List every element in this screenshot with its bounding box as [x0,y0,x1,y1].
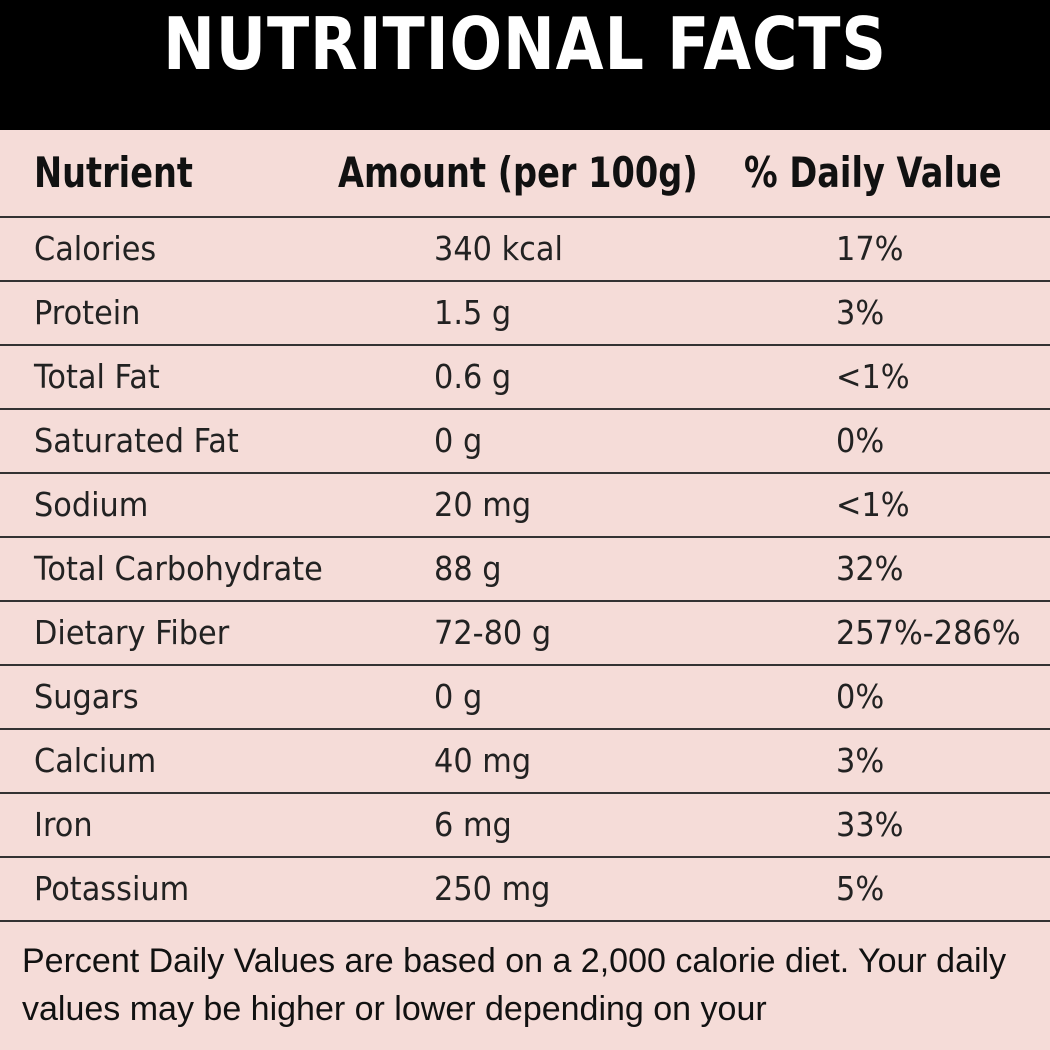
nutrient-amount: 1.5 g [434,293,512,332]
column-header-amount: Amount (per 100g) [338,148,698,197]
nutrient-amount: 6 mg [434,805,512,844]
nutrition-table: Nutrient Amount (per 100g) % Daily Value… [0,130,1050,925]
footnote: Percent Daily Values are based on a 2,00… [22,942,1007,1028]
nutrient-amount: 20 mg [434,485,532,524]
title-bar: NUTRITIONAL FACTS [0,0,1050,130]
nutrient-daily-value: 5% [836,869,885,908]
nutrient-name: Sodium [34,485,149,524]
nutrient-name: Calories [34,229,157,268]
nutrient-daily-value: 0% [836,677,885,716]
table-row: Calories 340 kcal 17% [0,218,1050,282]
nutrient-daily-value: 0% [836,421,885,460]
table-row: Total Fat 0.6 g <1% [0,346,1050,410]
nutrient-daily-value: 3% [836,293,885,332]
table-row: Calcium 40 mg 3% [0,730,1050,794]
nutrient-amount: 0 g [434,677,483,716]
nutrient-name: Total Fat [34,357,160,396]
table-row: Total Carbohydrate 88 g 32% [0,538,1050,602]
nutrient-amount: 88 g [434,549,502,588]
column-header-daily-value: % Daily Value [744,148,1002,197]
nutrient-daily-value: 17% [836,229,904,268]
nutrient-daily-value: 32% [836,549,904,588]
nutrient-amount: 250 mg [434,869,551,908]
table-row: Saturated Fat 0 g 0% [0,410,1050,474]
nutrient-daily-value: <1% [836,357,910,396]
table-row: Dietary Fiber 72-80 g 257%-286% [0,602,1050,666]
nutrient-name: Protein [34,293,141,332]
table-row: Sugars 0 g 0% [0,666,1050,730]
nutrient-name: Dietary Fiber [34,613,230,652]
nutrient-amount: 72-80 g [434,613,552,652]
table-header-row: Nutrient Amount (per 100g) % Daily Value [0,130,1050,218]
column-header-nutrient: Nutrient [34,148,193,197]
table-row: Protein 1.5 g 3% [0,282,1050,346]
nutrient-name: Total Carbohydrate [34,549,323,588]
nutrient-amount: 0.6 g [434,357,512,396]
nutrient-name: Potassium [34,869,190,908]
nutrient-name: Sugars [34,677,139,716]
page-title: NUTRITIONAL FACTS [163,2,887,86]
nutrient-daily-value: 3% [836,741,885,780]
nutrient-daily-value: <1% [836,485,910,524]
nutrient-amount: 0 g [434,421,483,460]
nutrient-daily-value: 257%-286% [836,613,1021,652]
nutrient-amount: 40 mg [434,741,532,780]
table-row: Sodium 20 mg <1% [0,474,1050,538]
nutrient-name: Iron [34,805,93,844]
table-row: Iron 6 mg 33% [0,794,1050,858]
table-row: Potassium 250 mg 5% [0,858,1050,922]
nutrient-daily-value: 33% [836,805,904,844]
nutrient-amount: 340 kcal [434,229,563,268]
nutrient-name: Saturated Fat [34,421,239,460]
nutrient-name: Calcium [34,741,157,780]
